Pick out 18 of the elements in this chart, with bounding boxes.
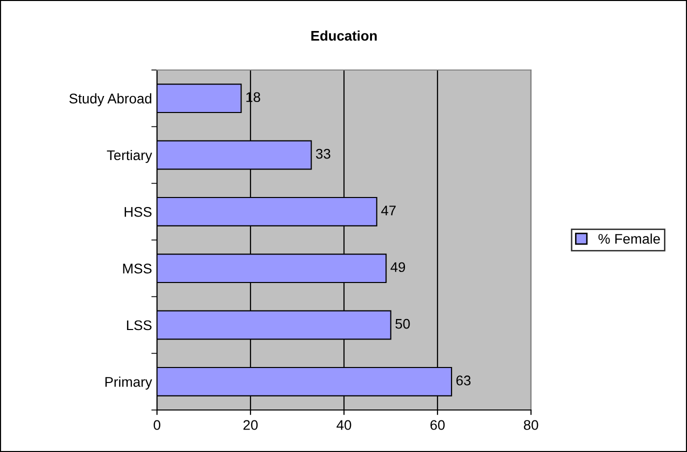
data-label: 63 — [456, 376, 471, 386]
y-tick-label: Study Abroad — [69, 93, 152, 106]
legend-label: % Female — [598, 234, 660, 244]
x-tick-label: 80 — [524, 420, 538, 430]
data-label: 33 — [316, 148, 330, 159]
x-tick-label: 20 — [243, 420, 258, 430]
y-tick-label: Tertiary — [106, 150, 152, 163]
y-tick-label: HSS — [124, 207, 152, 217]
chart-title: Education — [311, 30, 377, 41]
data-label: 47 — [381, 206, 396, 216]
data-label: 49 — [390, 262, 406, 272]
data-label: 50 — [395, 318, 410, 329]
y-tick-label: LSS — [127, 320, 152, 330]
x-tick-label: 0 — [154, 420, 160, 430]
y-tick-label: MSS — [123, 264, 152, 274]
x-tick-label: 60 — [430, 420, 445, 430]
y-tick-label: Primary — [105, 376, 152, 390]
x-tick-label: 40 — [336, 420, 352, 430]
